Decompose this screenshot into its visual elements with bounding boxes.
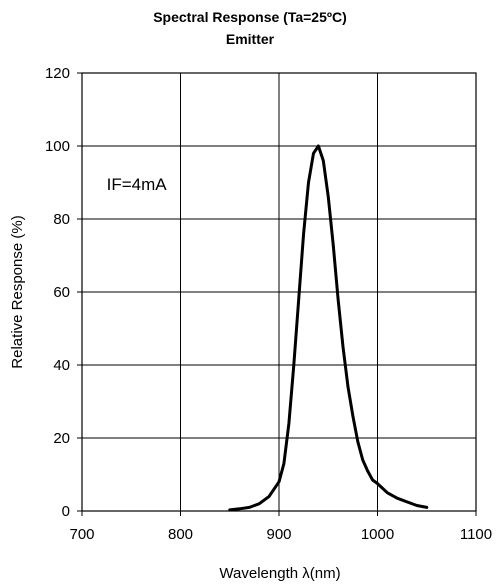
x-tick-label-1000: 1000 [361, 526, 394, 543]
chart-subtitle: Emitter [226, 31, 275, 47]
x-axis-label: Wavelength λ(nm) [219, 565, 340, 582]
y-tick-label-120: 120 [45, 65, 70, 82]
grid-lines [81, 72, 477, 512]
x-axis-ticks: 700 800 900 1000 1100 [69, 511, 492, 543]
x-tick-label-700: 700 [69, 526, 94, 543]
y-tick-label-80: 80 [53, 211, 70, 228]
y-axis-ticks: 0 20 40 60 80 100 120 [45, 65, 82, 520]
y-tick-label-20: 20 [53, 430, 70, 447]
y-tick-label-40: 40 [53, 357, 70, 374]
y-axis-label: Relative Response (%) [9, 215, 26, 368]
x-tick-label-1100: 1100 [460, 526, 492, 543]
y-tick-label-60: 60 [53, 284, 70, 301]
annotation-if-current: IF=4mA [107, 175, 168, 194]
y-tick-label-0: 0 [62, 503, 70, 520]
chart-title: Spectral Response (Ta=25ºC) [153, 9, 347, 25]
x-tick-label-900: 900 [266, 526, 291, 543]
y-tick-label-100: 100 [45, 138, 70, 155]
x-tick-label-800: 800 [168, 526, 193, 543]
series-line-emitter-response [228, 144, 429, 512]
